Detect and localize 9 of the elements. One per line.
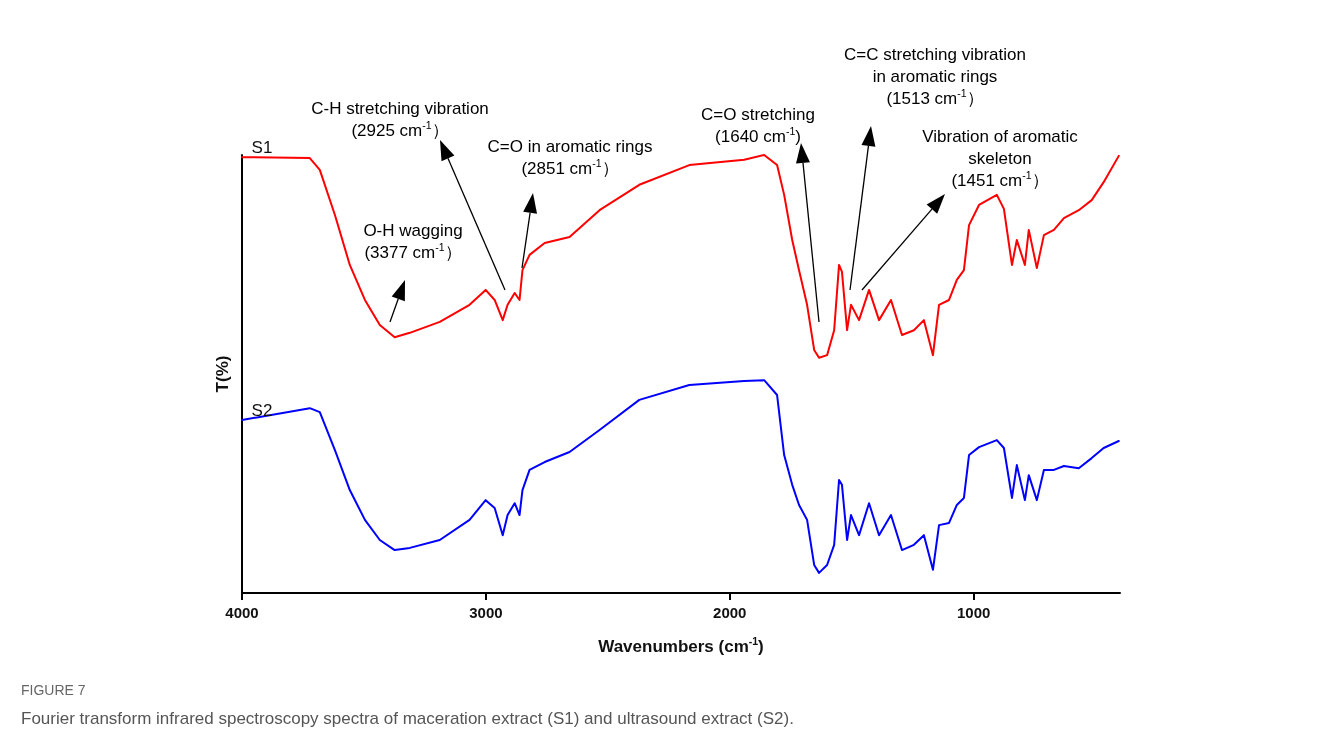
series-label: S2: [251, 400, 273, 420]
text: FIGURE 7: [21, 682, 86, 698]
x-tick-label: 2000: [713, 604, 747, 621]
x-tick-label: 4000: [225, 604, 259, 621]
text: Fourier transform infrared spectroscopy spectra of maceration extract (S1) and ultrasound extract (S2).: [21, 708, 794, 728]
x-tick-label: 3000: [469, 604, 503, 621]
y-axis-title: T(%): [213, 355, 233, 393]
series-label: S1: [251, 138, 273, 158]
x-tick-label: 1000: [956, 604, 991, 621]
